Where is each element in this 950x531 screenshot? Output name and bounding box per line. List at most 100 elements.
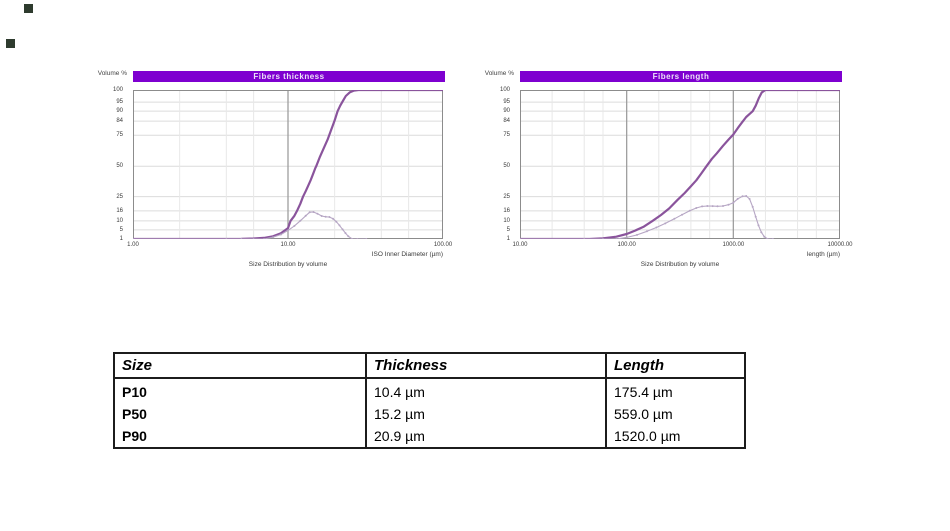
- chart-footer: Size Distribution by volume: [640, 261, 720, 268]
- series-cumulative-volume: [133, 90, 443, 239]
- series-marker: [615, 238, 618, 239]
- col-header-thickness: Thickness: [365, 353, 606, 379]
- table-row-p90: P90 20.9 µm 1520.0 µm: [114, 425, 745, 448]
- x-tick-label: 100.00: [617, 242, 636, 248]
- series-marker: [338, 224, 341, 227]
- y-tick-label: 25: [116, 193, 123, 200]
- series-marker: [356, 238, 359, 239]
- x-tick-label: 10000.00: [827, 242, 853, 248]
- col-header-length: Length: [605, 353, 745, 379]
- series-marker: [732, 201, 735, 204]
- series-marker: [673, 217, 676, 220]
- series-marker: [716, 205, 719, 208]
- series-marker: [664, 222, 667, 225]
- series-marker: [365, 238, 368, 239]
- series-marker: [646, 230, 648, 233]
- y-tick-label: 16: [503, 207, 510, 214]
- plot-border: [133, 90, 443, 239]
- series-marker: [748, 198, 751, 200]
- series-marker: [727, 203, 730, 206]
- series-marker: [751, 205, 754, 208]
- series-marker: [287, 229, 289, 232]
- series-marker: [272, 236, 274, 239]
- series-marker: [766, 238, 769, 239]
- table-row-p50: P50 15.2 µm 559.0 µm: [114, 403, 745, 425]
- series-marker: [760, 231, 763, 234]
- series-marker: [745, 195, 748, 197]
- series-marker: [681, 213, 683, 216]
- series-marker: [347, 235, 350, 238]
- series-marker: [263, 238, 265, 239]
- y-tick-label: 95: [503, 99, 510, 106]
- series-marker: [351, 238, 354, 239]
- table-row-p10: P10 10.4 µm 175.4 µm: [114, 378, 745, 403]
- series-marker: [299, 219, 302, 222]
- series-marker: [308, 211, 311, 214]
- series-marker: [332, 217, 334, 220]
- series-marker: [335, 220, 338, 223]
- y-tick-label: 50: [116, 163, 123, 170]
- y-tick-label: 5: [506, 226, 510, 233]
- y-axis-title: Volume %: [484, 70, 514, 77]
- series-marker: [741, 195, 744, 198]
- y-tick-label: 25: [503, 193, 510, 200]
- series-marker: [625, 236, 628, 239]
- chart-title-bar: Fibers thickness: [133, 71, 445, 82]
- series-marker: [328, 216, 331, 218]
- y-tick-label: 16: [116, 207, 123, 214]
- series-cumulative-volume: [520, 90, 840, 239]
- y-tick-label: 1: [119, 236, 123, 242]
- plot-area: [133, 90, 443, 239]
- y-tick-label: 84: [503, 118, 510, 125]
- chart-title-bar: Fibers length: [520, 71, 842, 82]
- series-marker: [711, 205, 714, 208]
- percentile-table: Size Thickness Length P10 10.4 µm 175.4 …: [113, 352, 746, 449]
- series-marker: [293, 224, 296, 227]
- series-marker: [304, 214, 307, 217]
- x-tick-label: 10.00: [280, 242, 296, 248]
- x-tick-label: 1.00: [127, 242, 139, 248]
- x-axis-title: ISO Inner Diameter (µm): [371, 251, 443, 258]
- series-marker: [688, 209, 691, 212]
- series-marker: [225, 238, 228, 239]
- cell-p50-label: P50: [122, 406, 147, 422]
- series-marker: [763, 235, 766, 238]
- series-marker: [636, 233, 638, 236]
- cell-p90-label: P90: [122, 428, 147, 444]
- chart-fibers-thickness: Fibers thickness Volume % ISO Inner Diam…: [98, 70, 452, 268]
- y-tick-label: 5: [119, 226, 123, 233]
- series-marker: [344, 232, 347, 235]
- series-frequency-volume: [520, 195, 774, 239]
- series-marker: [701, 205, 704, 208]
- plot-border: [520, 90, 840, 239]
- y-tick-label: 75: [503, 132, 510, 139]
- series-marker: [771, 238, 774, 239]
- series-marker: [320, 215, 323, 217]
- series-marker: [754, 215, 757, 218]
- series-marker: [324, 215, 327, 218]
- plot-area: [520, 90, 840, 239]
- cell-p50-thickness: 15.2 µm: [365, 403, 606, 425]
- y-tick-label: 100: [499, 87, 510, 93]
- series-marker: [520, 238, 521, 239]
- x-tick-label: 1000.00: [722, 242, 745, 248]
- y-tick-label: 90: [503, 108, 510, 115]
- artifact-mark: [24, 4, 33, 13]
- y-tick-label: 95: [116, 99, 123, 106]
- y-tick-label: 90: [116, 108, 123, 115]
- col-header-size: Size: [114, 353, 366, 379]
- table-header-row: Size Thickness Length: [114, 353, 745, 379]
- series-frequency-volume: [133, 211, 367, 239]
- series-marker: [583, 238, 586, 239]
- series-marker: [341, 228, 344, 231]
- series-marker: [695, 207, 698, 209]
- y-tick-label: 50: [503, 163, 510, 170]
- series-marker: [602, 238, 604, 239]
- series-marker: [252, 238, 255, 239]
- y-axis-title: Volume %: [97, 70, 127, 77]
- series-marker: [706, 205, 709, 207]
- series-marker: [133, 238, 134, 239]
- series-marker: [757, 224, 760, 227]
- artifact-mark: [6, 39, 15, 48]
